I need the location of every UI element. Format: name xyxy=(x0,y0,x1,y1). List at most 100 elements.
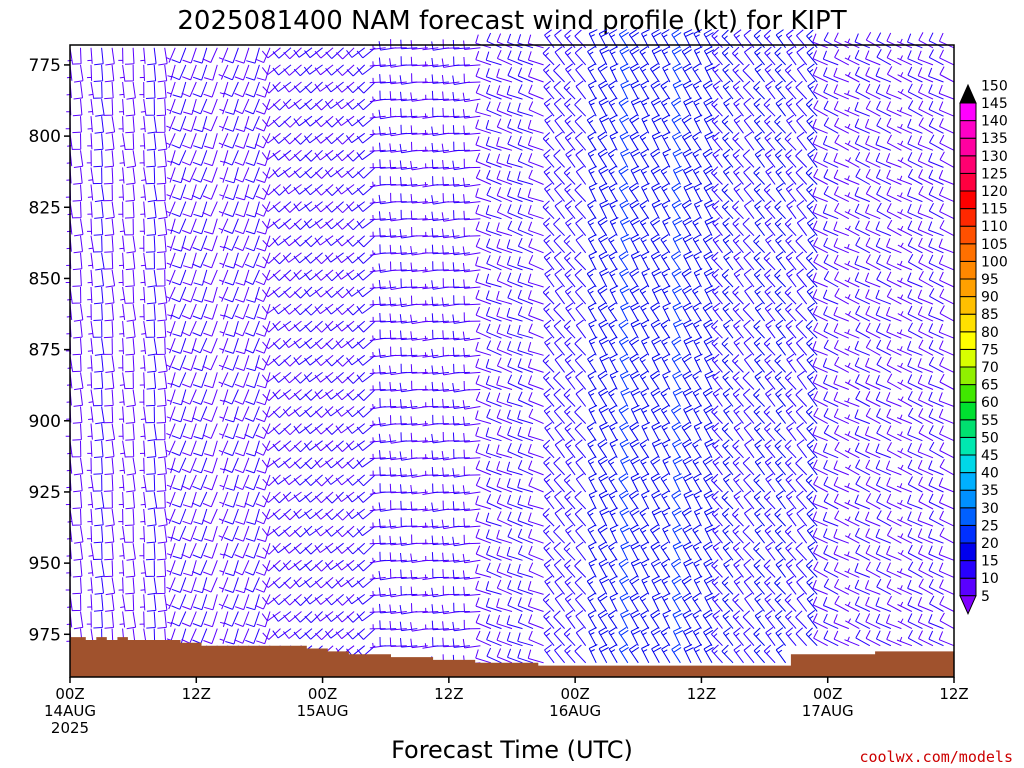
y-tick-label: 775 xyxy=(29,56,61,76)
wind-barb xyxy=(897,550,913,561)
wind-barb xyxy=(400,500,418,511)
wind-barb xyxy=(812,187,828,203)
wind-barb xyxy=(574,29,587,49)
wind-barb xyxy=(854,426,870,442)
wind-barb xyxy=(72,338,83,356)
wind-barb xyxy=(661,490,671,510)
wind-barb xyxy=(917,135,934,151)
wind-barb xyxy=(182,355,197,371)
wind-barb xyxy=(704,217,715,236)
wind-barb xyxy=(244,491,260,508)
wind-barb xyxy=(87,338,94,355)
wind-barb xyxy=(886,186,902,203)
wind-barb xyxy=(553,405,565,424)
wind-barb xyxy=(854,442,871,459)
wind-barb xyxy=(104,64,115,83)
wind-barb xyxy=(245,525,260,542)
wind-barb xyxy=(649,370,661,390)
wind-barb xyxy=(609,285,619,305)
wind-barb xyxy=(261,525,281,537)
wind-barb xyxy=(166,577,176,593)
wind-barb xyxy=(369,539,386,545)
wind-barb xyxy=(517,511,534,527)
wind-barb xyxy=(907,579,923,595)
wind-barb xyxy=(223,235,239,251)
wind-barb xyxy=(88,560,94,577)
wind-barb xyxy=(764,131,776,151)
wind-barb xyxy=(244,338,260,354)
wind-barb xyxy=(192,64,208,81)
wind-barb xyxy=(575,626,587,646)
wind-barb xyxy=(346,269,366,281)
wind-barb xyxy=(218,133,229,149)
wind-barb xyxy=(244,269,260,285)
wind-barb xyxy=(181,389,197,405)
wind-barb xyxy=(660,251,671,271)
wind-barb xyxy=(939,134,955,151)
wind-barb xyxy=(619,131,630,151)
wind-barb xyxy=(167,303,176,320)
wind-barb xyxy=(620,234,631,254)
wind-barb xyxy=(463,518,481,528)
wind-barb xyxy=(907,152,923,168)
wind-barb xyxy=(246,286,260,303)
wind-barb xyxy=(463,619,481,630)
wind-barb xyxy=(254,440,271,456)
wind-barb xyxy=(219,628,229,644)
wind-barb xyxy=(475,136,492,151)
wind-barb xyxy=(400,261,418,272)
colorbar-label: 85 xyxy=(981,307,999,323)
wind-barb xyxy=(166,81,176,98)
wind-barb xyxy=(702,234,713,254)
wind-barb xyxy=(619,438,630,459)
wind-barb xyxy=(486,238,502,254)
wind-barb xyxy=(139,440,146,457)
wind-barb xyxy=(496,461,513,476)
wind-barb xyxy=(262,320,281,333)
wind-barb xyxy=(682,626,694,646)
wind-barb xyxy=(753,114,765,134)
wind-barb xyxy=(410,364,428,374)
wind-barb xyxy=(104,526,115,544)
wind-barb xyxy=(672,609,683,629)
wind-barb xyxy=(219,150,229,166)
wind-barb xyxy=(517,152,534,168)
wind-barb xyxy=(223,303,239,320)
wind-barb xyxy=(733,336,744,356)
wind-barb xyxy=(462,485,481,495)
wind-barb xyxy=(166,201,176,217)
wind-barb xyxy=(918,561,934,578)
wind-barb xyxy=(833,528,849,544)
wind-barb xyxy=(411,141,428,152)
colorbar-top-arrow xyxy=(959,83,977,104)
wind-barb xyxy=(93,81,103,99)
wind-barb xyxy=(378,109,397,120)
wind-barb xyxy=(812,374,828,390)
wind-barb xyxy=(507,494,523,510)
wind-barb xyxy=(928,460,944,476)
wind-barb xyxy=(71,133,82,150)
wind-barb xyxy=(692,541,702,561)
wind-barb xyxy=(146,286,157,305)
wind-barb xyxy=(855,613,871,630)
wind-barb xyxy=(400,108,418,118)
wind-barb xyxy=(452,330,470,341)
wind-barb xyxy=(886,219,902,237)
wind-barb xyxy=(629,46,640,66)
y-tick-label: 975 xyxy=(29,625,61,645)
wind-barb xyxy=(218,372,229,388)
wind-barb xyxy=(574,251,587,271)
wind-barb xyxy=(886,392,902,407)
wind-barb xyxy=(907,322,923,339)
wind-barb xyxy=(670,251,682,271)
wind-barb xyxy=(554,490,565,510)
wind-barb xyxy=(369,163,386,169)
wind-barb xyxy=(124,201,135,219)
colorbar-label: 130 xyxy=(981,149,1008,165)
wind-barb xyxy=(795,251,808,271)
wind-barb xyxy=(907,391,923,407)
wind-barb xyxy=(422,113,439,119)
wind-barb xyxy=(507,118,523,134)
wind-barb xyxy=(886,323,902,339)
wind-barb xyxy=(703,268,715,288)
